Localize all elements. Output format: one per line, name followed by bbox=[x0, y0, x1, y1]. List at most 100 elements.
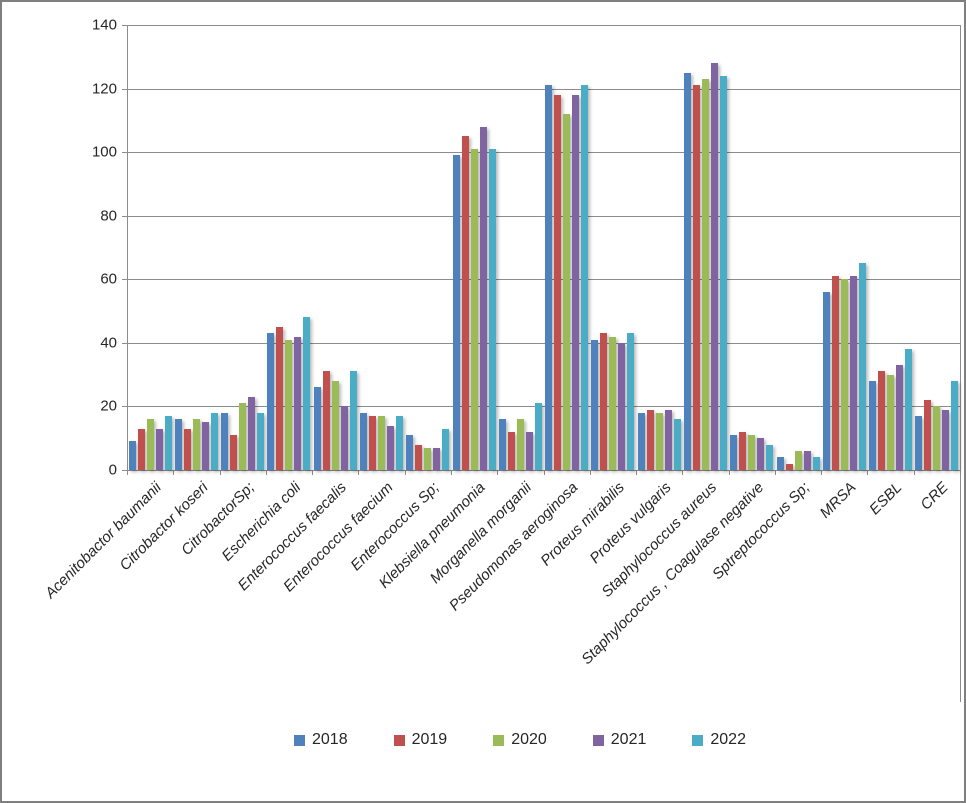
legend-label: 2022 bbox=[710, 731, 746, 748]
bar-2019 bbox=[415, 444, 423, 470]
y-axis-tick bbox=[122, 279, 127, 281]
bar-group bbox=[867, 25, 913, 470]
y-axis-tick-label: 140 bbox=[91, 16, 117, 34]
legend-item-2019: 2019 bbox=[393, 731, 447, 749]
x-axis-tick bbox=[867, 470, 869, 475]
bar-2020 bbox=[840, 279, 848, 470]
bar-2018 bbox=[128, 441, 136, 470]
bar-2019 bbox=[831, 276, 839, 470]
bar-2019 bbox=[878, 371, 886, 470]
bar-2019 bbox=[183, 428, 191, 470]
bar-2019 bbox=[507, 431, 515, 470]
bar-2022 bbox=[673, 419, 681, 470]
bar-group bbox=[636, 25, 682, 470]
bar-2018 bbox=[545, 85, 553, 470]
bar-2021 bbox=[849, 276, 857, 470]
legend-item-2022: 2022 bbox=[692, 731, 746, 749]
y-axis-tick bbox=[122, 470, 127, 471]
bar-group bbox=[682, 25, 728, 470]
bar-2018 bbox=[915, 415, 923, 470]
y-axis-tick-label: 100 bbox=[91, 143, 117, 161]
bar-group bbox=[729, 25, 775, 470]
x-axis-tick bbox=[497, 470, 499, 475]
bar-2019 bbox=[692, 85, 700, 470]
x-axis-category-label: Proteus vulgaris bbox=[586, 479, 675, 568]
bar-2022 bbox=[210, 412, 218, 470]
x-axis-tick bbox=[728, 470, 730, 475]
bar-2021 bbox=[248, 396, 256, 470]
bar-2022 bbox=[905, 349, 913, 470]
bar-2021 bbox=[618, 342, 626, 470]
bar-group bbox=[821, 25, 867, 470]
bar-2021 bbox=[201, 422, 209, 470]
gridline bbox=[127, 88, 960, 90]
bar-2021 bbox=[757, 438, 765, 470]
bar-2018 bbox=[869, 381, 877, 470]
bar-2021 bbox=[479, 126, 487, 470]
bar-2022 bbox=[396, 415, 403, 470]
bar-2022 bbox=[951, 381, 959, 470]
y-axis-tick-label: 20 bbox=[100, 397, 117, 415]
bar-2021 bbox=[942, 409, 950, 470]
gridline bbox=[127, 342, 960, 344]
x-axis-tick bbox=[219, 470, 221, 475]
bar-2020 bbox=[239, 403, 247, 470]
bar-2018 bbox=[313, 387, 321, 470]
legend: 2018 2019 2020 2021 2022 bbox=[294, 731, 746, 749]
y-axis-line bbox=[127, 25, 128, 475]
bar-2022 bbox=[164, 415, 172, 470]
bar-2022 bbox=[349, 371, 357, 470]
bar-2018 bbox=[360, 412, 367, 470]
bar-group bbox=[544, 25, 590, 470]
bar-2022 bbox=[627, 333, 635, 470]
legend-label: 2020 bbox=[511, 731, 547, 748]
bar-2021 bbox=[525, 431, 533, 470]
bar-2019 bbox=[646, 409, 654, 470]
bar-2019 bbox=[600, 333, 608, 470]
bar-2020 bbox=[424, 447, 432, 470]
bar-2021 bbox=[433, 447, 441, 470]
bar-2019 bbox=[276, 326, 284, 470]
x-axis-tick bbox=[543, 470, 545, 475]
bar-2022 bbox=[858, 263, 866, 470]
bar-2018 bbox=[406, 435, 414, 470]
bar-group bbox=[590, 25, 636, 470]
bar-2018 bbox=[221, 412, 229, 470]
bar-2021 bbox=[340, 406, 348, 470]
gridline bbox=[127, 215, 960, 217]
bar-group bbox=[497, 25, 543, 470]
legend-swatch bbox=[493, 734, 505, 746]
x-axis-tick bbox=[173, 470, 175, 475]
bar-2021 bbox=[572, 94, 580, 470]
bar-2022 bbox=[303, 317, 311, 470]
bar-2021 bbox=[896, 365, 904, 470]
bar-2018 bbox=[591, 339, 599, 470]
bar-2018 bbox=[683, 72, 691, 470]
legend-swatch bbox=[692, 734, 704, 746]
bar-2020 bbox=[470, 148, 478, 470]
bar-2019 bbox=[230, 435, 238, 470]
bar-2020 bbox=[933, 406, 941, 470]
bar-2020 bbox=[655, 412, 663, 470]
x-axis-tick bbox=[913, 470, 915, 475]
x-axis-tick bbox=[358, 470, 360, 475]
bar-2019 bbox=[369, 415, 376, 470]
x-axis-tick bbox=[774, 470, 776, 475]
x-axis-tick bbox=[265, 470, 267, 475]
y-axis-tick-label: 80 bbox=[100, 207, 117, 225]
bar-2022 bbox=[812, 457, 820, 470]
y-axis-tick bbox=[122, 25, 127, 26]
x-axis-category-label: MRSA bbox=[816, 479, 860, 522]
bar-2019 bbox=[739, 431, 747, 470]
legend-label: 2021 bbox=[610, 731, 647, 748]
x-axis-tick bbox=[404, 470, 406, 475]
bar-2021 bbox=[387, 425, 394, 470]
bar-2020 bbox=[794, 450, 802, 470]
y-axis-tick bbox=[122, 88, 127, 90]
y-axis-tick bbox=[122, 342, 127, 344]
bar-group bbox=[358, 25, 404, 470]
x-axis-tick bbox=[450, 470, 452, 475]
x-axis-tick bbox=[636, 470, 638, 475]
bar-2020 bbox=[748, 435, 756, 470]
bar-2018 bbox=[637, 412, 645, 470]
